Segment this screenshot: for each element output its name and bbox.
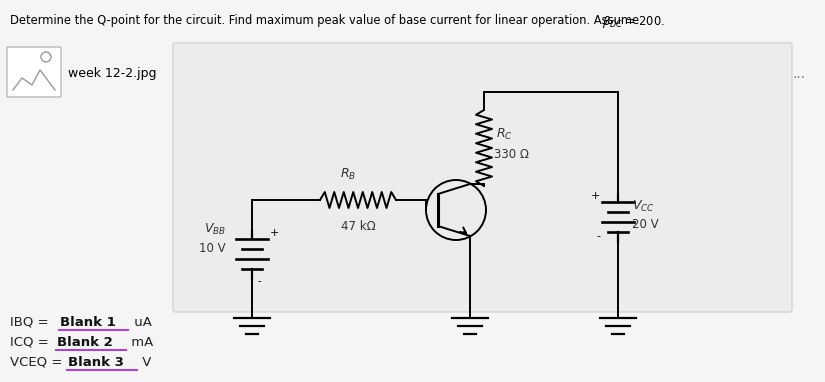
Text: week 12-2.jpg: week 12-2.jpg [68, 68, 157, 81]
Text: 20 V: 20 V [632, 217, 658, 230]
Text: Blank 2: Blank 2 [57, 335, 113, 348]
Text: -: - [258, 276, 262, 286]
Text: $V_{CC}$: $V_{CC}$ [632, 199, 655, 214]
Text: Blank 3: Blank 3 [68, 356, 124, 369]
Text: $V_{BB}$: $V_{BB}$ [204, 222, 226, 236]
Text: $\beta_{DC}$ = 200.: $\beta_{DC}$ = 200. [602, 14, 665, 30]
Text: +: + [270, 228, 280, 238]
FancyBboxPatch shape [173, 43, 792, 312]
Text: 10 V: 10 V [200, 243, 226, 256]
Text: VCEQ =: VCEQ = [10, 356, 67, 369]
Text: 330 Ω: 330 Ω [494, 147, 529, 160]
Text: IBQ =: IBQ = [10, 316, 53, 329]
FancyBboxPatch shape [7, 47, 61, 97]
Text: mA: mA [127, 335, 153, 348]
Text: -: - [596, 231, 600, 241]
Text: Blank 1: Blank 1 [60, 316, 116, 329]
Text: $R_B$: $R_B$ [340, 167, 356, 182]
Text: V: V [138, 356, 151, 369]
Text: +: + [591, 191, 600, 201]
Text: ...: ... [793, 67, 806, 81]
Text: ICQ =: ICQ = [10, 335, 53, 348]
Text: $R_C$: $R_C$ [496, 126, 513, 142]
Text: uA: uA [130, 316, 152, 329]
Text: Determine the Q-point for the circuit. Find maximum peak value of base current f: Determine the Q-point for the circuit. F… [10, 14, 643, 27]
Text: 47 kΩ: 47 kΩ [341, 220, 375, 233]
